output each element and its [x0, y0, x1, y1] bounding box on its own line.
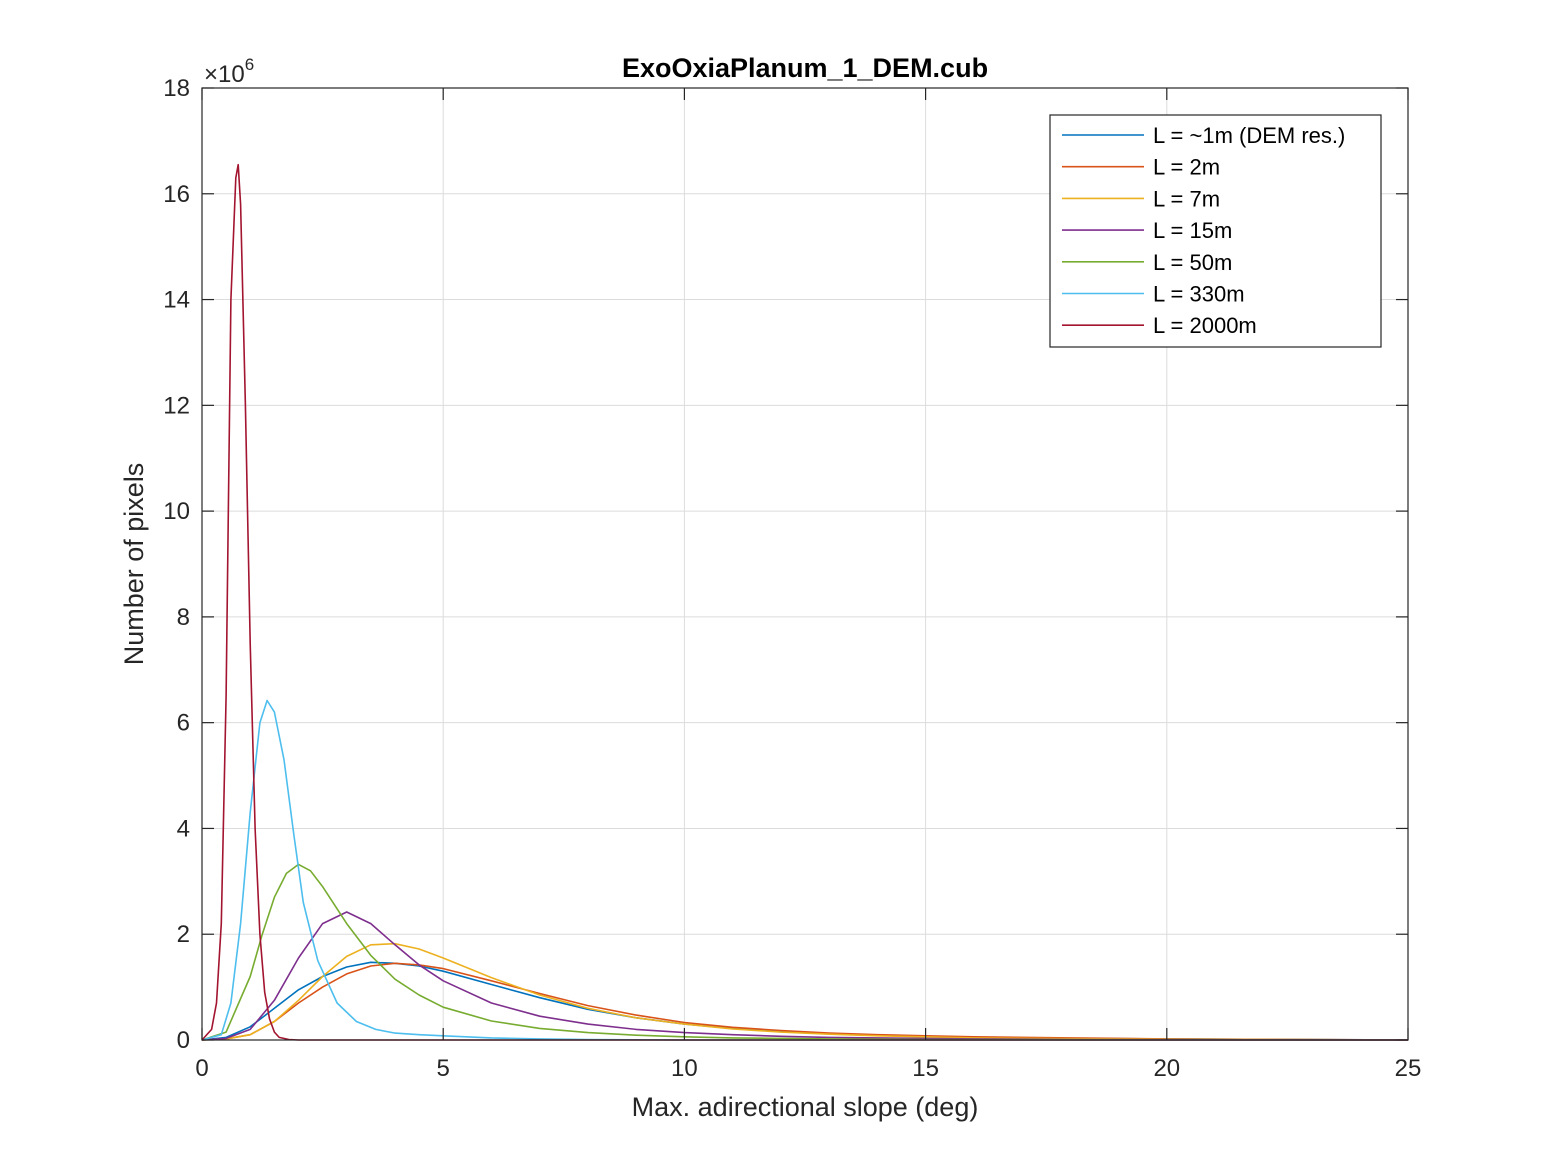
y-tick-label: 16	[163, 181, 190, 208]
x-tick-label: 5	[437, 1055, 450, 1082]
legend-label: L = 2000m	[1153, 313, 1257, 338]
legend-label: L = 15m	[1153, 218, 1232, 243]
y-tick-label: 18	[163, 75, 190, 102]
legend-label: L = ~1m (DEM res.)	[1153, 123, 1345, 148]
y-tick-label: 14	[163, 287, 190, 314]
chart-title: ExoOxiaPlanum_1_DEM.cub	[622, 53, 988, 83]
x-axis-label: Max. adirectional slope (deg)	[632, 1092, 979, 1122]
y-tick-label: 4	[177, 815, 190, 842]
y-axis-label: Number of pixels	[119, 463, 149, 666]
x-tick-label: 10	[671, 1055, 698, 1082]
legend: L = ~1m (DEM res.) L = 2m L = 7m L = 15m L =…	[1049, 114, 1382, 348]
y-tick-label: 12	[163, 392, 190, 419]
x-tick-label: 0	[195, 1055, 208, 1082]
y-tick-label: 10	[163, 498, 190, 525]
x-tick-label: 20	[1153, 1055, 1180, 1082]
y-tick-label: 0	[177, 1027, 190, 1054]
legend-label: L = 2m	[1153, 155, 1220, 180]
y-tick-label: 8	[177, 604, 190, 631]
series-line-4	[201, 863, 1408, 1041]
axes-box	[201, 87, 1409, 1041]
x-tick-label: 25	[1395, 1055, 1422, 1082]
legend-label: L = 330m	[1153, 282, 1245, 307]
legend-box	[1049, 114, 1382, 348]
y-tick-labels: 0 2 4 6 8 10 12 14 16 18	[163, 75, 190, 1054]
legend-label: L = 50m	[1153, 250, 1232, 275]
y-tick-label: 6	[177, 710, 190, 737]
axis-ticks	[201, 87, 1409, 1041]
y-tick-label: 2	[177, 921, 190, 948]
y-multiplier-label: ×106	[204, 55, 254, 88]
legend-label: L = 7m	[1153, 186, 1220, 211]
x-tick-label: 15	[912, 1055, 939, 1082]
x-tick-labels: 0 5 10 15 20 25	[195, 1055, 1421, 1082]
